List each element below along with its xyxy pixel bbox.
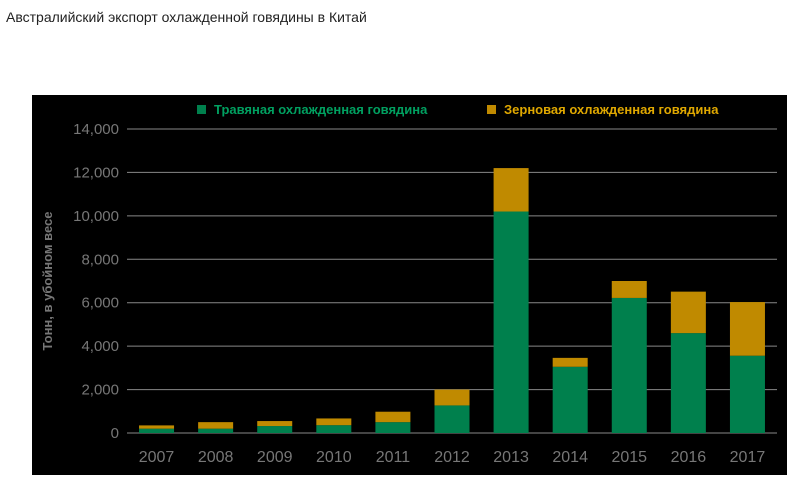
- bar-grain: [257, 421, 293, 427]
- y-tick-label: 14,000: [73, 121, 119, 138]
- bar-grass: [552, 366, 588, 433]
- legend-swatch-grain: [487, 105, 496, 114]
- x-tick-label: 2016: [671, 449, 707, 466]
- bar-grass: [670, 333, 706, 433]
- bar-grass: [316, 425, 352, 433]
- bar-grass: [611, 297, 647, 433]
- bar-grain: [375, 411, 411, 423]
- legend-swatch-grass: [197, 105, 206, 114]
- x-tick-label: 2010: [316, 449, 352, 466]
- chart: Травяная охлажденная говядина Зерновая о…: [32, 95, 787, 475]
- y-axis-label: Тонн, в убойном весе: [40, 212, 55, 351]
- page-title: Австралийский экспорт охлажденной говяди…: [6, 9, 367, 25]
- y-tick-label: 0: [111, 425, 119, 442]
- bar-grass: [493, 211, 529, 433]
- legend-grain: Зерновая охлажденная говядина: [487, 102, 718, 117]
- y-tick-label: 6,000: [81, 295, 119, 312]
- bar-grass: [257, 426, 293, 433]
- x-tick-label: 2013: [493, 449, 529, 466]
- y-tick-label: 2,000: [81, 382, 119, 399]
- x-tick-label: 2008: [198, 449, 234, 466]
- bar-grass: [198, 428, 234, 433]
- x-tick-label: 2015: [611, 449, 647, 466]
- bar-grain: [316, 418, 352, 426]
- bar-grass: [434, 405, 470, 433]
- bar-grain: [552, 357, 588, 367]
- bar-grain: [611, 281, 647, 298]
- legend-label-grain: Зерновая охлажденная говядина: [504, 102, 719, 117]
- bar-grain: [670, 291, 706, 334]
- x-tick-label: 2012: [434, 449, 470, 466]
- bar-grain: [729, 302, 765, 356]
- x-tick-label: 2011: [376, 449, 411, 466]
- bar-grass: [139, 428, 175, 433]
- bar-grain: [198, 422, 234, 429]
- legend-label-grass: Травяная охлажденная говядина: [214, 102, 428, 117]
- y-tick-label: 10,000: [73, 208, 119, 225]
- bar-grass: [729, 355, 765, 433]
- bar-grain: [434, 389, 470, 406]
- y-tick-label: 12,000: [73, 164, 119, 181]
- y-tick-label: 4,000: [81, 338, 119, 355]
- bar-grain: [139, 425, 175, 429]
- bar-grass: [375, 422, 411, 433]
- x-tick-label: 2009: [257, 449, 293, 466]
- y-tick-label: 8,000: [81, 251, 119, 268]
- x-tick-label: 2007: [139, 449, 175, 466]
- legend-grass: Травяная охлажденная говядина: [197, 102, 427, 117]
- bar-grain: [493, 168, 529, 212]
- chart-plot: 0 2,000 4,000 6,000 8,000 10,000 12,000 14,000 Т…: [40, 121, 777, 466]
- x-tick-label: 2014: [552, 449, 588, 466]
- x-tick-label: 2017: [730, 449, 766, 466]
